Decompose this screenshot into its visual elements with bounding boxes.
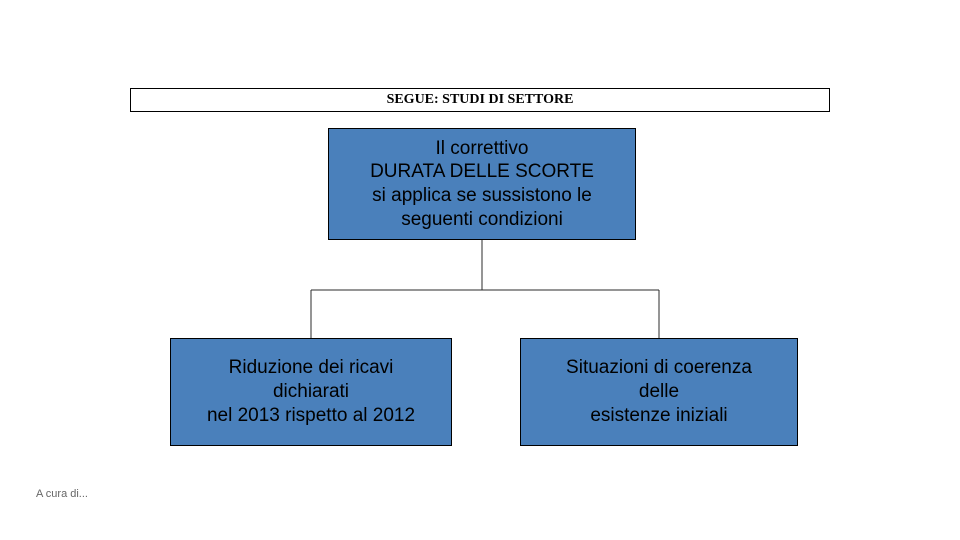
diagram-title-text: SEGUE: STUDI DI SETTORE xyxy=(387,92,574,108)
node-text-line: dichiarati xyxy=(273,380,349,404)
child-node-left: Riduzione dei ricavidichiaratinel 2013 r… xyxy=(170,338,452,446)
node-text-line: esistenze iniziali xyxy=(590,404,727,428)
slide-canvas: SEGUE: STUDI DI SETTORE Il correttivoDUR… xyxy=(0,0,960,540)
child-node-right: Situazioni di coerenzadelleesistenze ini… xyxy=(520,338,798,446)
node-text-line: Situazioni di coerenza xyxy=(566,356,752,380)
footer-text: A cura di... xyxy=(36,488,88,500)
node-text-line: delle xyxy=(639,380,679,404)
footer-credit: A cura di... xyxy=(36,488,88,500)
root-node: Il correttivoDURATA DELLE SCORTEsi appli… xyxy=(328,128,636,240)
node-text-line: si applica se sussistono le xyxy=(372,184,592,208)
node-text-line: nel 2013 rispetto al 2012 xyxy=(207,404,415,428)
node-text-line: Il correttivo xyxy=(436,137,529,161)
node-text-line: DURATA DELLE SCORTE xyxy=(370,160,594,184)
diagram-title: SEGUE: STUDI DI SETTORE xyxy=(130,88,830,112)
node-text-line: Riduzione dei ricavi xyxy=(229,356,394,380)
tree-connectors xyxy=(0,0,960,540)
node-text-line: seguenti condizioni xyxy=(401,208,563,232)
